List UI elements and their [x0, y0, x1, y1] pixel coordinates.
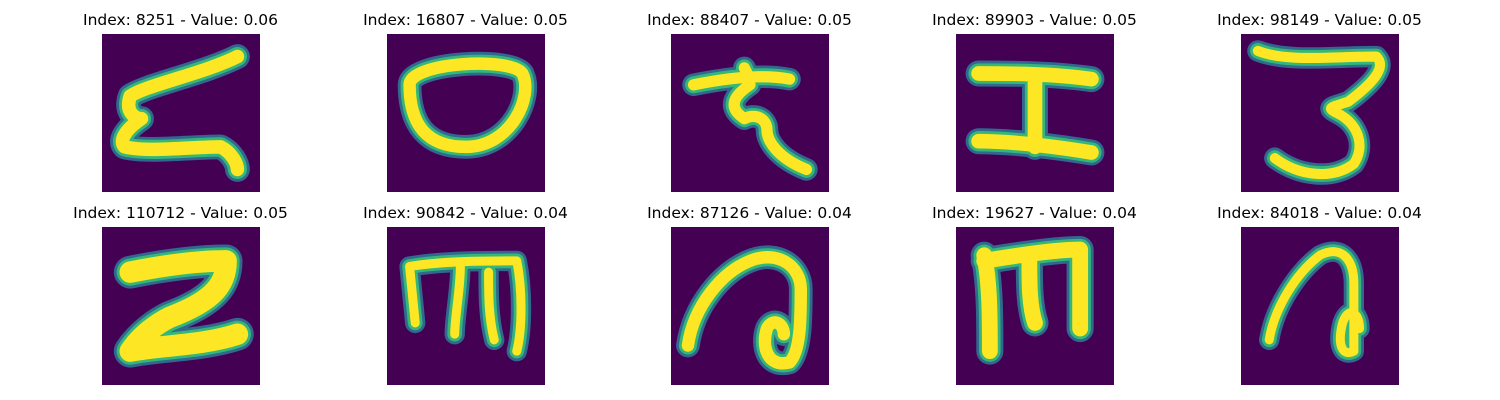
glyph-curly-z: [110, 44, 250, 182]
glyph-image: [956, 34, 1114, 192]
glyph-hook-char: [682, 56, 818, 181]
glyph-loop-a: [676, 245, 813, 376]
panel-title: Index: 19627 - Value: 0.04: [932, 204, 1137, 222]
glyph-image: [387, 227, 545, 385]
glyph-m-bold: [970, 236, 1094, 365]
glyph-image: [102, 34, 260, 192]
panel-10: Index: 84018 - Value: 0.04: [1177, 193, 1462, 385]
glyph-image: [956, 227, 1114, 385]
panel-title: Index: 90842 - Value: 0.04: [363, 204, 568, 222]
panel-1: Index: 8251 - Value: 0.06: [38, 0, 323, 192]
panel-title: Index: 8251 - Value: 0.06: [83, 11, 278, 29]
panel-8: Index: 87126 - Value: 0.04: [607, 193, 892, 385]
glyph-three: [1247, 40, 1391, 185]
panel-title: Index: 89903 - Value: 0.05: [932, 11, 1137, 29]
panel-title: Index: 16807 - Value: 0.05: [363, 11, 568, 29]
glyph-oval: [397, 51, 538, 159]
panel-title: Index: 88407 - Value: 0.05: [647, 11, 852, 29]
glyph-m-shape: [399, 250, 532, 362]
glyph-i-beam: [965, 60, 1105, 166]
panel-title: Index: 110712 - Value: 0.05: [73, 204, 288, 222]
glyph-image: [1241, 227, 1399, 385]
glyph-image: [671, 34, 829, 192]
panel-9: Index: 19627 - Value: 0.04: [892, 193, 1177, 385]
panel-4: Index: 89903 - Value: 0.05: [892, 0, 1177, 192]
panel-7: Index: 90842 - Value: 0.04: [323, 193, 608, 385]
panel-3: Index: 88407 - Value: 0.05: [607, 0, 892, 192]
panel-6: Index: 110712 - Value: 0.05: [38, 193, 323, 385]
glyph-bold-z: [113, 244, 254, 368]
panel-title: Index: 84018 - Value: 0.04: [1217, 204, 1422, 222]
glyph-image: [387, 34, 545, 192]
glyph-loop-n: [1259, 241, 1370, 363]
glyph-image: [102, 227, 260, 385]
glyph-image: [1241, 34, 1399, 192]
panel-title: Index: 98149 - Value: 0.05: [1217, 11, 1422, 29]
glyph-image: [671, 227, 829, 385]
panel-2: Index: 16807 - Value: 0.05: [323, 0, 608, 192]
panel-5: Index: 98149 - Value: 0.05: [1177, 0, 1462, 192]
panel-title: Index: 87126 - Value: 0.04: [647, 204, 852, 222]
